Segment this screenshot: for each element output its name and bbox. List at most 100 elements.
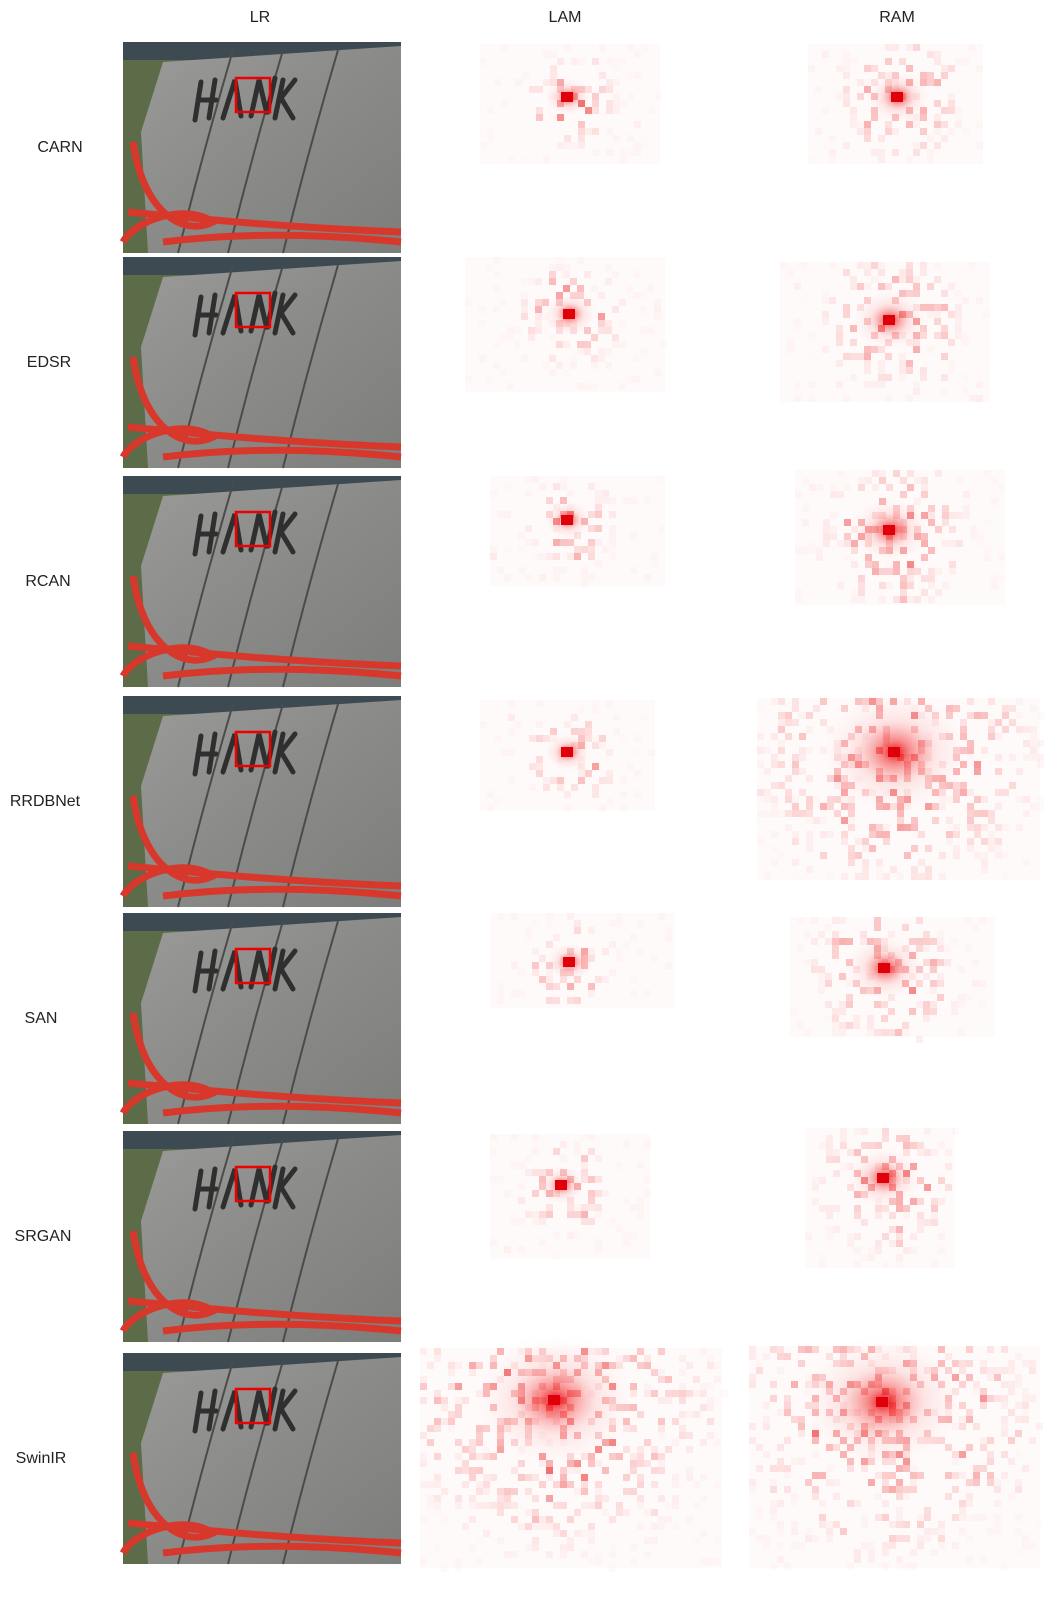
map-cell: [900, 596, 907, 603]
map-cell: [672, 1481, 679, 1488]
map-cell: [911, 845, 918, 852]
map-cell: [651, 1537, 658, 1544]
map-cell: [995, 733, 1002, 740]
map-cell: [778, 726, 785, 733]
map-cell: [837, 582, 844, 589]
map-cell: [869, 845, 876, 852]
map-cell: [1037, 712, 1044, 719]
map-cell: [918, 859, 925, 866]
map-cell: [963, 491, 970, 498]
map-cell: [637, 1446, 644, 1453]
map-cell: [777, 1458, 784, 1465]
map-cell: [455, 1495, 462, 1502]
map-cell: [787, 269, 794, 276]
map-cell: [917, 1219, 924, 1226]
map-cell: [829, 156, 836, 163]
map-cell: [490, 1502, 497, 1509]
map-cell: [988, 726, 995, 733]
map-cell: [833, 1149, 840, 1156]
map-cell: [658, 1523, 665, 1530]
map-cell: [854, 1205, 861, 1212]
map-cell: [620, 156, 627, 163]
map-cell: [606, 128, 613, 135]
map-cell: [609, 497, 616, 504]
map-cell: [802, 519, 809, 526]
map-cell: [763, 1353, 770, 1360]
map-cell: [707, 1362, 714, 1369]
map-cell: [581, 1204, 588, 1211]
map-cell: [830, 484, 837, 491]
map-cell: [881, 1015, 888, 1022]
map-cell: [634, 735, 641, 742]
map-cell: [832, 945, 839, 952]
map-cell: [700, 1404, 707, 1411]
map-cell: [945, 1493, 952, 1500]
column-header: LAM: [549, 9, 582, 26]
map-cell: [535, 299, 542, 306]
map-cell: [832, 917, 839, 924]
map-cell: [798, 1423, 805, 1430]
map-cell: [819, 1142, 826, 1149]
row-label: CARN: [37, 139, 82, 156]
map-cell: [434, 1495, 441, 1502]
map-cell: [994, 1521, 1001, 1528]
map-cell: [868, 1479, 875, 1486]
map-cell: [525, 539, 532, 546]
map-cell: [868, 1254, 875, 1261]
map-peak: [878, 963, 890, 973]
map-cell: [476, 1362, 483, 1369]
map-cell: [497, 913, 504, 920]
map-cell: [771, 810, 778, 817]
map-cell: [465, 299, 472, 306]
map-cell: [907, 568, 914, 575]
map-cell: [644, 1176, 651, 1183]
map-cell: [665, 962, 672, 969]
map-cell: [518, 532, 525, 539]
map-cell: [455, 1411, 462, 1418]
map-cell: [686, 1446, 693, 1453]
map-cell: [644, 990, 651, 997]
map-cell: [917, 1535, 924, 1542]
map-cell: [874, 924, 881, 931]
map-cell: [907, 575, 914, 582]
map-cell: [434, 1348, 441, 1355]
map-cell: [546, 997, 553, 1004]
map-cell: [539, 1481, 546, 1488]
map-cell: [822, 297, 829, 304]
map-cell: [641, 142, 648, 149]
map-peak: [877, 1173, 889, 1183]
map-cell: [889, 1486, 896, 1493]
map-cell: [546, 553, 553, 560]
map-cell: [938, 1233, 945, 1240]
map-cell: [931, 1528, 938, 1535]
map-cell: [469, 1502, 476, 1509]
map-cell: [872, 484, 879, 491]
map-cell: [826, 1465, 833, 1472]
map-cell: [1029, 1437, 1036, 1444]
map-cell: [693, 1411, 700, 1418]
map-cell: [934, 58, 941, 65]
map-cell: [620, 100, 627, 107]
map-cell: [592, 128, 599, 135]
map-cell: [497, 990, 504, 997]
map-cell: [518, 1218, 525, 1225]
map-cell: [508, 728, 515, 735]
map-cell: [640, 327, 647, 334]
map-cell: [721, 1390, 728, 1397]
map-cell: [976, 121, 983, 128]
map-cell: [818, 973, 825, 980]
map-cell: [651, 560, 658, 567]
map-cell: [830, 491, 837, 498]
map-cell: [924, 1528, 931, 1535]
map-cell: [941, 304, 948, 311]
map-cell: [557, 58, 564, 65]
map-cell: [889, 1240, 896, 1247]
map-cell: [937, 931, 944, 938]
map-cell: [864, 381, 871, 388]
map-cell: [630, 1460, 637, 1467]
map-cell: [588, 983, 595, 990]
map-cell: [529, 735, 536, 742]
map-cell: [949, 568, 956, 575]
map-cell: [490, 1474, 497, 1481]
map-cell: [571, 58, 578, 65]
